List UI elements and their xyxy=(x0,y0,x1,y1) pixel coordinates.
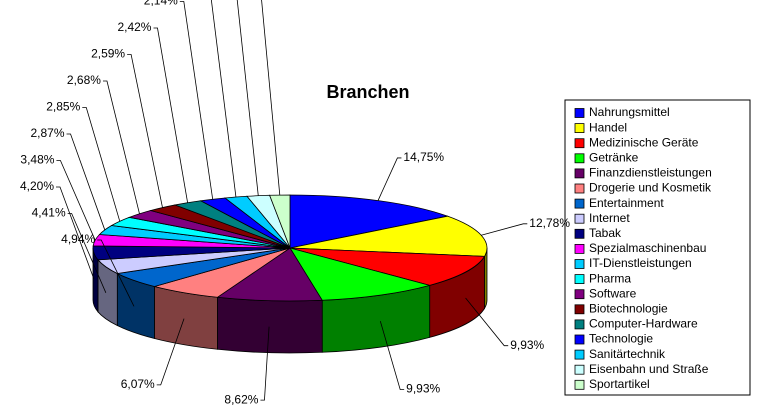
data-label: 9,93% xyxy=(406,382,440,396)
legend-label: Computer-Hardware xyxy=(589,317,698,331)
legend-label: Spezialmaschinenbau xyxy=(589,241,706,255)
leader-line xyxy=(56,186,95,280)
data-label: 12,78% xyxy=(529,216,570,230)
leader-line xyxy=(67,213,107,293)
legend-swatch xyxy=(574,138,585,149)
legend-label: Finanzdienstleistungen xyxy=(589,166,712,180)
legend-label: Getränke xyxy=(589,150,639,164)
legend-swatch xyxy=(574,319,585,330)
data-label: 2,68% xyxy=(67,73,101,87)
legend-label: Drogerie und Kosmetik xyxy=(589,181,712,195)
leader-line xyxy=(66,133,106,231)
legend-swatch xyxy=(574,183,585,194)
legend-box xyxy=(564,99,751,396)
data-label: 2,14% xyxy=(144,0,178,8)
leader-line xyxy=(56,160,96,241)
data-label: 4,20% xyxy=(20,179,54,193)
legend-label: Entertainment xyxy=(589,196,664,210)
leader-line xyxy=(97,239,135,307)
legend-label: Software xyxy=(589,286,637,300)
legend-label: Tabak xyxy=(589,226,622,240)
legend-label: Nahrungsmittel xyxy=(589,105,670,119)
data-label: 9,93% xyxy=(510,338,544,352)
data-label: 6,07% xyxy=(121,377,155,391)
data-label: 2,42% xyxy=(117,20,151,34)
legend-label: Sanitärtechnik xyxy=(589,347,666,361)
legend-swatch xyxy=(574,228,585,239)
chart-title: Branchen xyxy=(326,82,409,102)
legend-swatch xyxy=(574,123,585,133)
leader-line xyxy=(156,318,185,386)
leader-line xyxy=(261,0,281,196)
data-label: 2,87% xyxy=(31,126,65,140)
legend-label: IT-Dienstleistungen xyxy=(589,256,692,270)
legend-label: Technologie xyxy=(589,332,653,346)
leader-line xyxy=(260,326,270,401)
data-label: 4,94% xyxy=(61,232,95,246)
legend-label: Eisenbahn und Straße xyxy=(589,362,709,376)
data-label: 14,75% xyxy=(403,150,444,164)
legend-label: Biotechnologie xyxy=(589,301,668,315)
legend-swatch xyxy=(574,259,585,269)
legend-label: Sportartikel xyxy=(589,377,650,391)
data-label: 2,59% xyxy=(91,47,125,61)
leader-line xyxy=(481,223,528,236)
legend-label: Handel xyxy=(589,120,627,134)
legend-swatch xyxy=(574,153,585,164)
legend-swatch xyxy=(574,168,585,179)
data-label: 4,41% xyxy=(32,206,66,220)
legend-swatch xyxy=(574,198,585,209)
leader-line xyxy=(102,80,140,214)
legend-swatch xyxy=(574,289,585,300)
leader-line xyxy=(236,0,259,196)
legend-label: Medizinische Geräte xyxy=(589,135,699,149)
legend-swatch xyxy=(574,304,585,315)
legend-swatch xyxy=(574,243,585,254)
leader-line xyxy=(377,157,402,201)
pie-slice xyxy=(289,194,450,249)
data-label: 8,62% xyxy=(224,392,258,406)
leader-line xyxy=(127,54,163,208)
leader-line xyxy=(379,320,405,390)
legend-swatch xyxy=(574,108,585,118)
pie-slice xyxy=(269,194,291,249)
legend-swatch xyxy=(574,274,585,285)
pie-slice xyxy=(216,247,323,302)
leader-line xyxy=(210,0,237,198)
legend-label: Pharma xyxy=(589,271,631,285)
data-label: 3,48% xyxy=(20,153,54,167)
leader-line xyxy=(465,297,509,347)
pie-slice xyxy=(289,247,432,301)
legend-label: Internet xyxy=(589,211,630,225)
legend-swatch xyxy=(574,379,585,390)
legend-swatch xyxy=(574,213,585,224)
legend-swatch xyxy=(574,364,585,375)
leader-line xyxy=(153,27,188,203)
pie-side xyxy=(217,296,323,354)
data-label: 2,85% xyxy=(46,100,80,114)
legend-swatch xyxy=(574,349,585,360)
pie-slice xyxy=(289,247,486,286)
leader-line xyxy=(82,107,121,222)
leader-line xyxy=(179,1,214,200)
legend-swatch xyxy=(574,334,585,345)
